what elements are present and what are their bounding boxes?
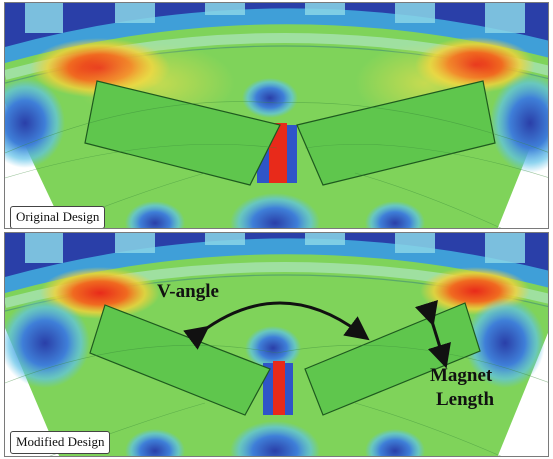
left-magnet bbox=[84, 80, 281, 186]
original-design-panel: Original Design bbox=[4, 2, 549, 229]
modified-field-plot bbox=[5, 233, 548, 456]
center-bridge-hot bbox=[273, 361, 285, 415]
original-design-label: Original Design bbox=[10, 206, 106, 228]
v-angle-label: V-angle bbox=[157, 281, 219, 302]
magnet-length-label-line1: Magnet bbox=[430, 365, 493, 386]
v-angle-arrow bbox=[183, 301, 370, 350]
modified-design-panel: V-angle Magnet Length Modified Design bbox=[4, 232, 549, 457]
right-magnet bbox=[296, 80, 496, 186]
original-field-plot bbox=[5, 3, 548, 228]
magnet-length-label-line2: Length bbox=[436, 389, 495, 410]
modified-design-label: Modified Design bbox=[10, 431, 111, 454]
magnet-length-arrow bbox=[414, 299, 451, 369]
